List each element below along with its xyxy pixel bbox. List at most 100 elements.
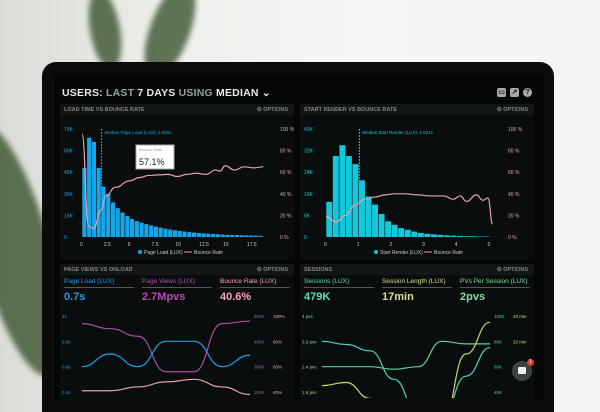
y2-tick-label: 80K: [494, 339, 502, 344]
histogram-bar: [201, 233, 206, 237]
histogram-bar: [411, 231, 418, 237]
x-tick-label: 2: [389, 242, 392, 248]
histogram-bar: [163, 228, 168, 237]
y-tick-label: 16K: [304, 192, 314, 198]
x-tick-label: 0: [80, 242, 83, 248]
histogram-bar: [476, 236, 483, 237]
y2-tick-label: 100K: [494, 314, 505, 319]
chevron-down-icon[interactable]: ⌄: [261, 87, 271, 99]
x-tick-label: 1: [357, 242, 360, 248]
y-tick-label: 32K: [304, 149, 314, 155]
histogram-bar: [220, 234, 225, 237]
panel-title: PAGE VIEWS VS ONLOAD: [64, 267, 133, 273]
series-line: [321, 340, 491, 398]
histogram-bar: [365, 196, 372, 237]
metric-2: PVs Per Session (LUX) 2pvs: [460, 278, 530, 303]
y-tick-label: 0.8s: [62, 339, 71, 344]
x-tick-label: 4: [455, 242, 458, 248]
y3-tick-label: 40%: [273, 390, 282, 395]
chat-icon: [518, 367, 526, 374]
histogram-bar: [404, 229, 411, 237]
legend-label: Bounce Rate: [194, 250, 223, 256]
y2-tick-label: 80 %: [508, 149, 520, 155]
legend-label: Bounce Rate: [434, 250, 463, 256]
histogram-bar: [326, 201, 333, 237]
page-title[interactable]: USERS: LAST 7 DAYS USING MEDIAN ⌄: [62, 87, 271, 99]
y-tick-label: 0.6s: [62, 365, 71, 370]
chat-button[interactable]: 1: [512, 359, 534, 381]
y2-tick-label: 100 %: [280, 127, 294, 133]
metric-2: Bounce Rate (LUX) 40.6%: [220, 278, 290, 303]
help-icon[interactable]: ?: [523, 88, 532, 97]
histogram-bar: [158, 227, 163, 237]
y-tick-label: 0: [304, 235, 307, 241]
histogram-bar: [358, 180, 365, 237]
histogram-bar: [91, 141, 97, 237]
metric-0: Sessions (LUX) 479K: [304, 278, 374, 303]
chart-icon[interactable]: ↗: [510, 88, 519, 97]
series-line: [81, 340, 251, 368]
y-tick-label: 8K: [304, 213, 311, 219]
y3-tick-label: 80%: [273, 339, 282, 344]
metric-value: 17min: [382, 291, 414, 303]
histogram-bar: [417, 232, 424, 237]
histogram-bar: [110, 202, 116, 237]
bounce-rate-line: [325, 193, 494, 225]
y2-tick-label: 100 %: [508, 127, 523, 133]
x-tick-label: 15: [223, 242, 229, 248]
histogram-bar: [149, 225, 154, 237]
metric-1: Session Length (LUX) 17min: [382, 278, 452, 303]
histogram-bar: [196, 232, 201, 237]
y3-tick-label: 100%: [273, 314, 285, 319]
histogram-bar: [372, 204, 379, 237]
y-tick-label: 45K: [64, 170, 74, 176]
options-button[interactable]: ⚙ OPTIONS: [496, 107, 528, 113]
options-button[interactable]: ⚙ OPTIONS: [256, 107, 288, 113]
panel-title: SESSIONS: [304, 267, 333, 273]
panel-title: LOAD TIME VS BOUNCE RATE: [64, 107, 145, 113]
start-render-chart: 0 8K 16K 24K 32K 40K 0 % 20 % 40 % 60 % 80 % 100 % 0…: [304, 127, 523, 256]
histogram-bar: [153, 226, 159, 237]
monitor-icon[interactable]: ▭: [497, 88, 506, 97]
y-tick-label: 75K: [64, 127, 74, 133]
histogram-bar: [177, 230, 182, 237]
histogram-bar: [82, 167, 87, 237]
x-tick-label: 3: [422, 242, 425, 248]
histogram-bar: [234, 235, 240, 237]
y2-tick-label: 40K: [494, 390, 502, 395]
y-tick-label: 60K: [64, 149, 74, 155]
y2-tick-label: 60K: [494, 365, 502, 370]
histogram-bar: [129, 219, 135, 237]
tooltip-value: 57.1%: [139, 157, 165, 167]
options-button[interactable]: ⚙ OPTIONS: [496, 267, 528, 273]
x-tick-label: 12.5: [199, 242, 209, 248]
sessions-panel: SESSIONS ⚙ OPTIONS 1.6 pvs 2.4 pvs 3.2 pvs 4…: [300, 264, 534, 400]
histogram-bar: [120, 212, 125, 237]
x-tick-label: 17.5: [247, 242, 257, 248]
histogram-bar: [253, 235, 259, 237]
y-tick-label: 40K: [304, 127, 314, 133]
histogram-bar: [191, 232, 197, 237]
start-render-panel: START RENDER VS BOUNCE RATE ⚙ OPTIONS 0 8K…: [300, 104, 534, 260]
x-tick-label: 5: [487, 242, 490, 248]
legend-label: Start Render (LUX): [380, 250, 423, 256]
y2-tick-label: 200K: [254, 390, 265, 395]
y-tick-label: 15K: [64, 213, 74, 219]
histogram-bar: [215, 234, 221, 237]
histogram-bar: [470, 236, 477, 237]
load-time-panel: LOAD TIME VS BOUNCE RATE ⚙ OPTIONS 0 15K 30…: [60, 104, 294, 260]
histogram-bar: [463, 236, 470, 237]
y3-tick-label: 32 min: [513, 339, 527, 344]
histogram-bar: [378, 214, 385, 237]
metric-1: Page Views (LUX) 2.7Mpvs: [142, 278, 212, 303]
histogram-bar: [87, 137, 92, 237]
histogram-bar: [106, 193, 111, 237]
metric-label: Bounce Rate (LUX): [220, 278, 290, 288]
bounce-rate-line: [81, 133, 264, 229]
options-button[interactable]: ⚙ OPTIONS: [256, 267, 288, 273]
panel-title: START RENDER VS BOUNCE RATE: [304, 107, 397, 113]
x-tick-label: 7.5: [152, 242, 159, 248]
metric-value: 0.7s: [64, 291, 86, 303]
median-label: Median Page Load (LUX): 2.056s: [105, 130, 173, 135]
